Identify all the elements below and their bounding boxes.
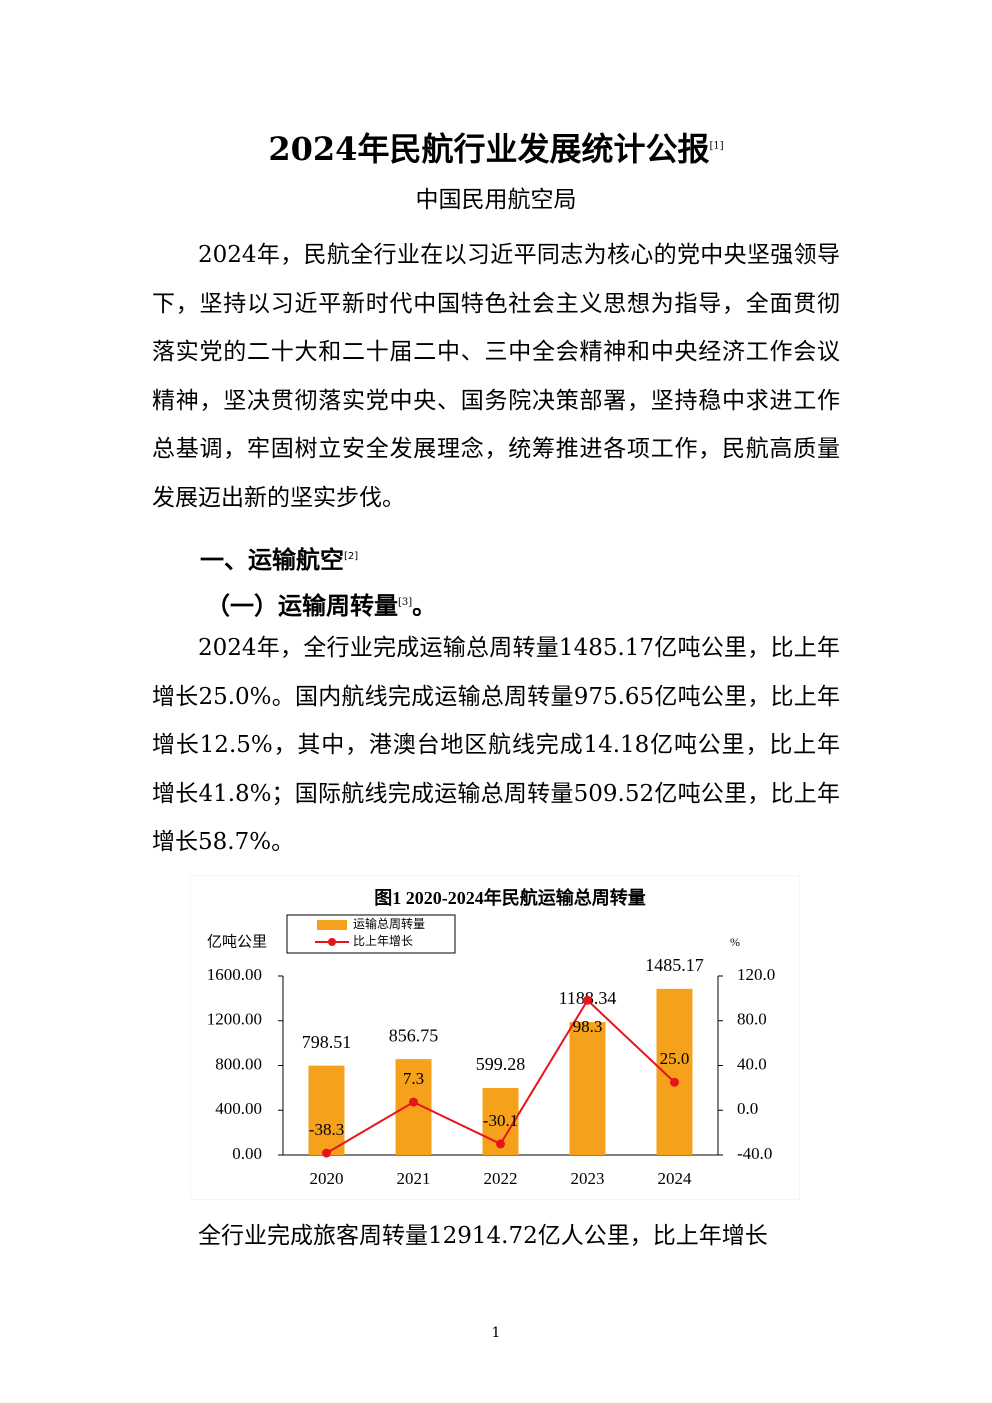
bar-value-label: 798.51 bbox=[302, 1032, 352, 1052]
y-axis-label: 亿吨公里 bbox=[207, 933, 267, 950]
y-tick-label: 1200.00 bbox=[207, 1010, 262, 1029]
author: 中国民用航空局 bbox=[415, 187, 577, 213]
y2-tick-label: 40.0 bbox=[737, 1054, 767, 1073]
heading-text: 一、运输航空 bbox=[200, 546, 344, 574]
doc-title: 2024年民航行业发展统计公报[1] bbox=[0, 124, 992, 170]
y-tick-label: 0.00 bbox=[232, 1144, 262, 1163]
line-point bbox=[496, 1139, 505, 1149]
bar bbox=[656, 988, 693, 1155]
title-text: 2024年民航行业发展统计公报 bbox=[268, 130, 710, 168]
bar-value-label: 599.28 bbox=[476, 1054, 526, 1074]
x-tick-label: 2023 bbox=[571, 1169, 605, 1188]
bar-value-label: 856.75 bbox=[389, 1025, 439, 1045]
legend-box bbox=[286, 914, 456, 954]
footnote-ref: [3] bbox=[398, 597, 413, 608]
y2-tick-label: -40.0 bbox=[737, 1144, 772, 1163]
legend-swatch bbox=[317, 920, 347, 930]
heading-punct: 。 bbox=[412, 591, 437, 620]
y2-tick-label: 0.0 bbox=[737, 1099, 758, 1118]
legend-label: 比上年增长 bbox=[353, 934, 413, 948]
line-value-label: 25.0 bbox=[660, 1049, 690, 1068]
footnote-ref: [1] bbox=[709, 140, 724, 152]
legend-swatch bbox=[328, 938, 336, 946]
y-tick-label: 400.00 bbox=[215, 1099, 262, 1118]
legend-label: 运输总周转量 bbox=[353, 916, 425, 931]
line-value-label: 98.3 bbox=[573, 1017, 603, 1036]
section-heading: 一、运输航空[2] bbox=[200, 540, 358, 575]
y-tick-label: 1600.00 bbox=[207, 965, 262, 984]
chart-title: 图1 2020-2024年民航运输总周转量 bbox=[374, 887, 646, 908]
line-value-label: -30.1 bbox=[483, 1111, 518, 1130]
bar bbox=[569, 1022, 606, 1155]
subsection-heading: （一）运输周转量[3]。 bbox=[206, 586, 436, 621]
line-value-label: 7.3 bbox=[403, 1069, 424, 1088]
bar-value-label: 1485.17 bbox=[645, 955, 704, 975]
heading-text: （一）运输周转量 bbox=[206, 591, 398, 620]
x-tick-label: 2021 bbox=[397, 1169, 431, 1188]
paragraph: 2024年，全行业完成运输总周转量1485.17亿吨公里，比上年增长25.0%。… bbox=[152, 635, 840, 855]
y2-tick-label: 120.0 bbox=[737, 965, 775, 984]
x-tick-label: 2024 bbox=[658, 1169, 693, 1188]
line-value-label: -38.3 bbox=[309, 1120, 344, 1139]
x-tick-label: 2020 bbox=[310, 1169, 344, 1188]
paragraph: 全行业完成旅客周转量12914.72亿人公里，比上年增长 bbox=[198, 1223, 768, 1249]
line-point bbox=[409, 1097, 418, 1107]
bar bbox=[308, 1065, 345, 1155]
chart: 图1 2020-2024年民航运输总周转量 亿吨公里 % 0.00 400.00 8… bbox=[190, 875, 800, 1200]
y2-tick-label: 80.0 bbox=[737, 1010, 767, 1029]
line-point bbox=[322, 1148, 331, 1158]
line-point bbox=[670, 1077, 679, 1087]
line-point bbox=[583, 995, 592, 1005]
x-tick-label: 2022 bbox=[484, 1169, 518, 1188]
y2-axis-label: % bbox=[730, 935, 740, 949]
page-number: 1 bbox=[491, 1325, 501, 1341]
footnote-ref: [2] bbox=[344, 551, 359, 562]
y-tick-label: 800.00 bbox=[215, 1054, 262, 1073]
paragraph: 2024年，民航全行业在以习近平同志为核心的党中央坚强领导下，坚持以习近平新时代… bbox=[152, 242, 840, 511]
